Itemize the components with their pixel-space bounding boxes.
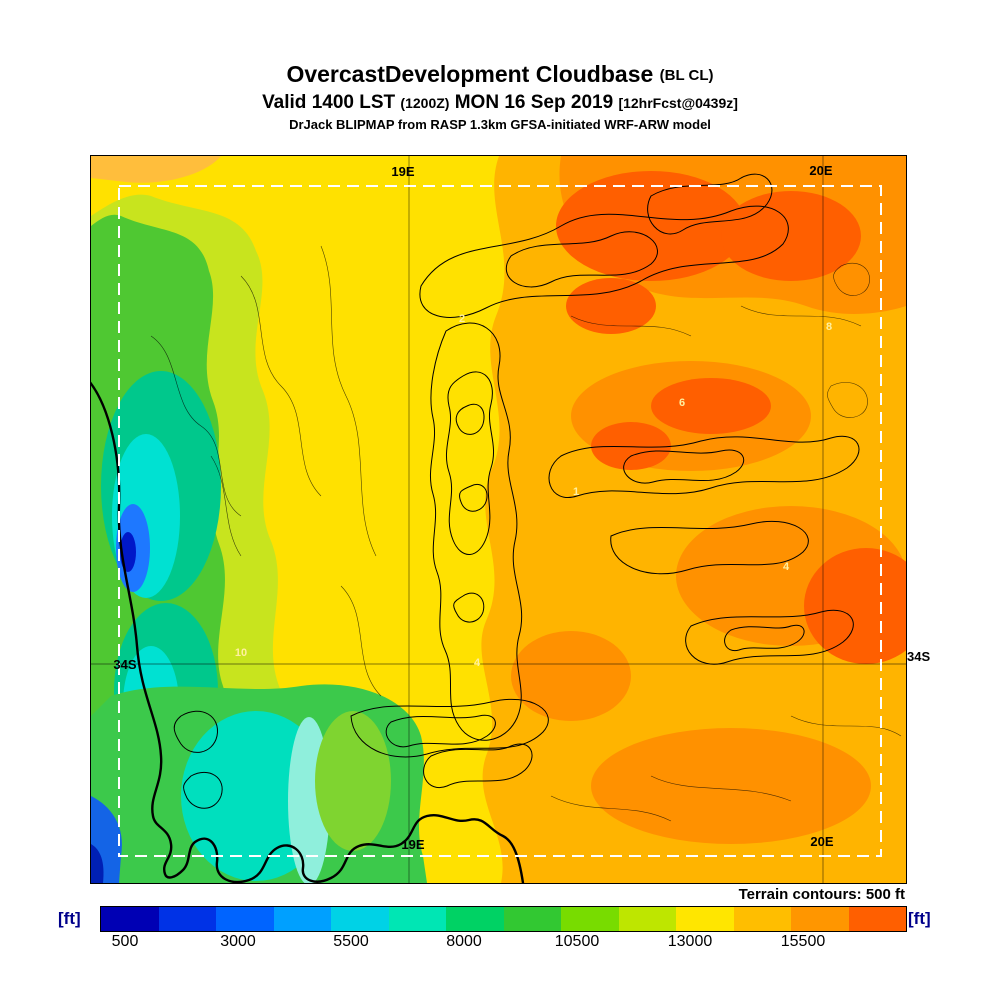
colorbar-tick: 13000 <box>667 933 713 950</box>
colorbar-tick: 15500 <box>780 933 826 950</box>
grid-label-34s-right: 34S <box>907 649 931 664</box>
model-info: DrJack BLIPMAP from RASP 1.3km GFSA-init… <box>289 116 711 132</box>
valid-time: Valid 1400 LST <box>262 91 396 113</box>
title-line: OvercastDevelopment Cloudbase (BL CL) <box>0 60 1000 89</box>
header: OvercastDevelopment Cloudbase (BL CL) Va… <box>0 60 1000 133</box>
colorbar-tick: 3000 <box>220 933 256 950</box>
grid-label-19e-bottom: 19E <box>401 837 424 852</box>
region-label: 4 <box>474 657 481 669</box>
valid-zulu: (1200Z) <box>400 94 450 111</box>
colorbar-tick: 8000 <box>446 933 482 950</box>
colorbar-ticks: 500 3000 5500 8000 10500 13000 15500 <box>100 933 905 955</box>
region-label: 8 <box>826 321 832 333</box>
grid-label-20e-bottom: 20E <box>810 834 833 849</box>
grid-labels: 19E 20E 19E 20E 34S <box>113 163 833 852</box>
colorbar-unit-right: [ft] <box>908 909 931 928</box>
region-label: 2 <box>459 313 465 325</box>
forecast-tag: [12hrFcst@0439z] <box>618 94 738 111</box>
grid-label-34s-left: 34S <box>113 657 136 672</box>
coastline <box>91 381 525 883</box>
page-title-suffix: (BL CL) <box>659 67 714 84</box>
map-image: 2 6 8 1 4 10 4 19E 20E 19E 20E 34S <box>91 156 906 883</box>
grid-label-20e-top: 20E <box>809 163 832 178</box>
region-label: 6 <box>679 397 685 409</box>
region-label: 10 <box>235 647 247 659</box>
grid-lines <box>91 156 906 883</box>
colorbar-tick: 500 <box>111 933 139 950</box>
terrain-contours-note: Terrain contours: 500 ft <box>738 886 905 903</box>
colorbar-unit-left: [ft] <box>58 909 81 928</box>
terrain-fill-layer <box>91 156 906 883</box>
page-title: OvercastDevelopment Cloudbase <box>286 61 654 87</box>
valid-line: Valid 1400 LST (1200Z) MON 16 Sep 2019 [… <box>0 91 1000 115</box>
dashed-domain-box <box>118 185 882 857</box>
colorbar-tick: 5500 <box>333 933 369 950</box>
colorbar-tick: 10500 <box>554 933 600 950</box>
region-label: 1 <box>573 486 579 498</box>
map-canvas: 2 6 8 1 4 10 4 19E 20E 19E 20E 34S <box>90 155 907 884</box>
colorbar-gradient <box>100 906 907 932</box>
valid-date: MON 16 Sep 2019 <box>454 91 614 113</box>
grid-label-19e-top: 19E <box>391 164 414 179</box>
region-labels: 2 6 8 1 4 10 4 <box>235 313 832 669</box>
contour-lines <box>173 173 860 809</box>
region-label: 4 <box>783 561 790 573</box>
thin-contour-lines <box>150 245 902 822</box>
